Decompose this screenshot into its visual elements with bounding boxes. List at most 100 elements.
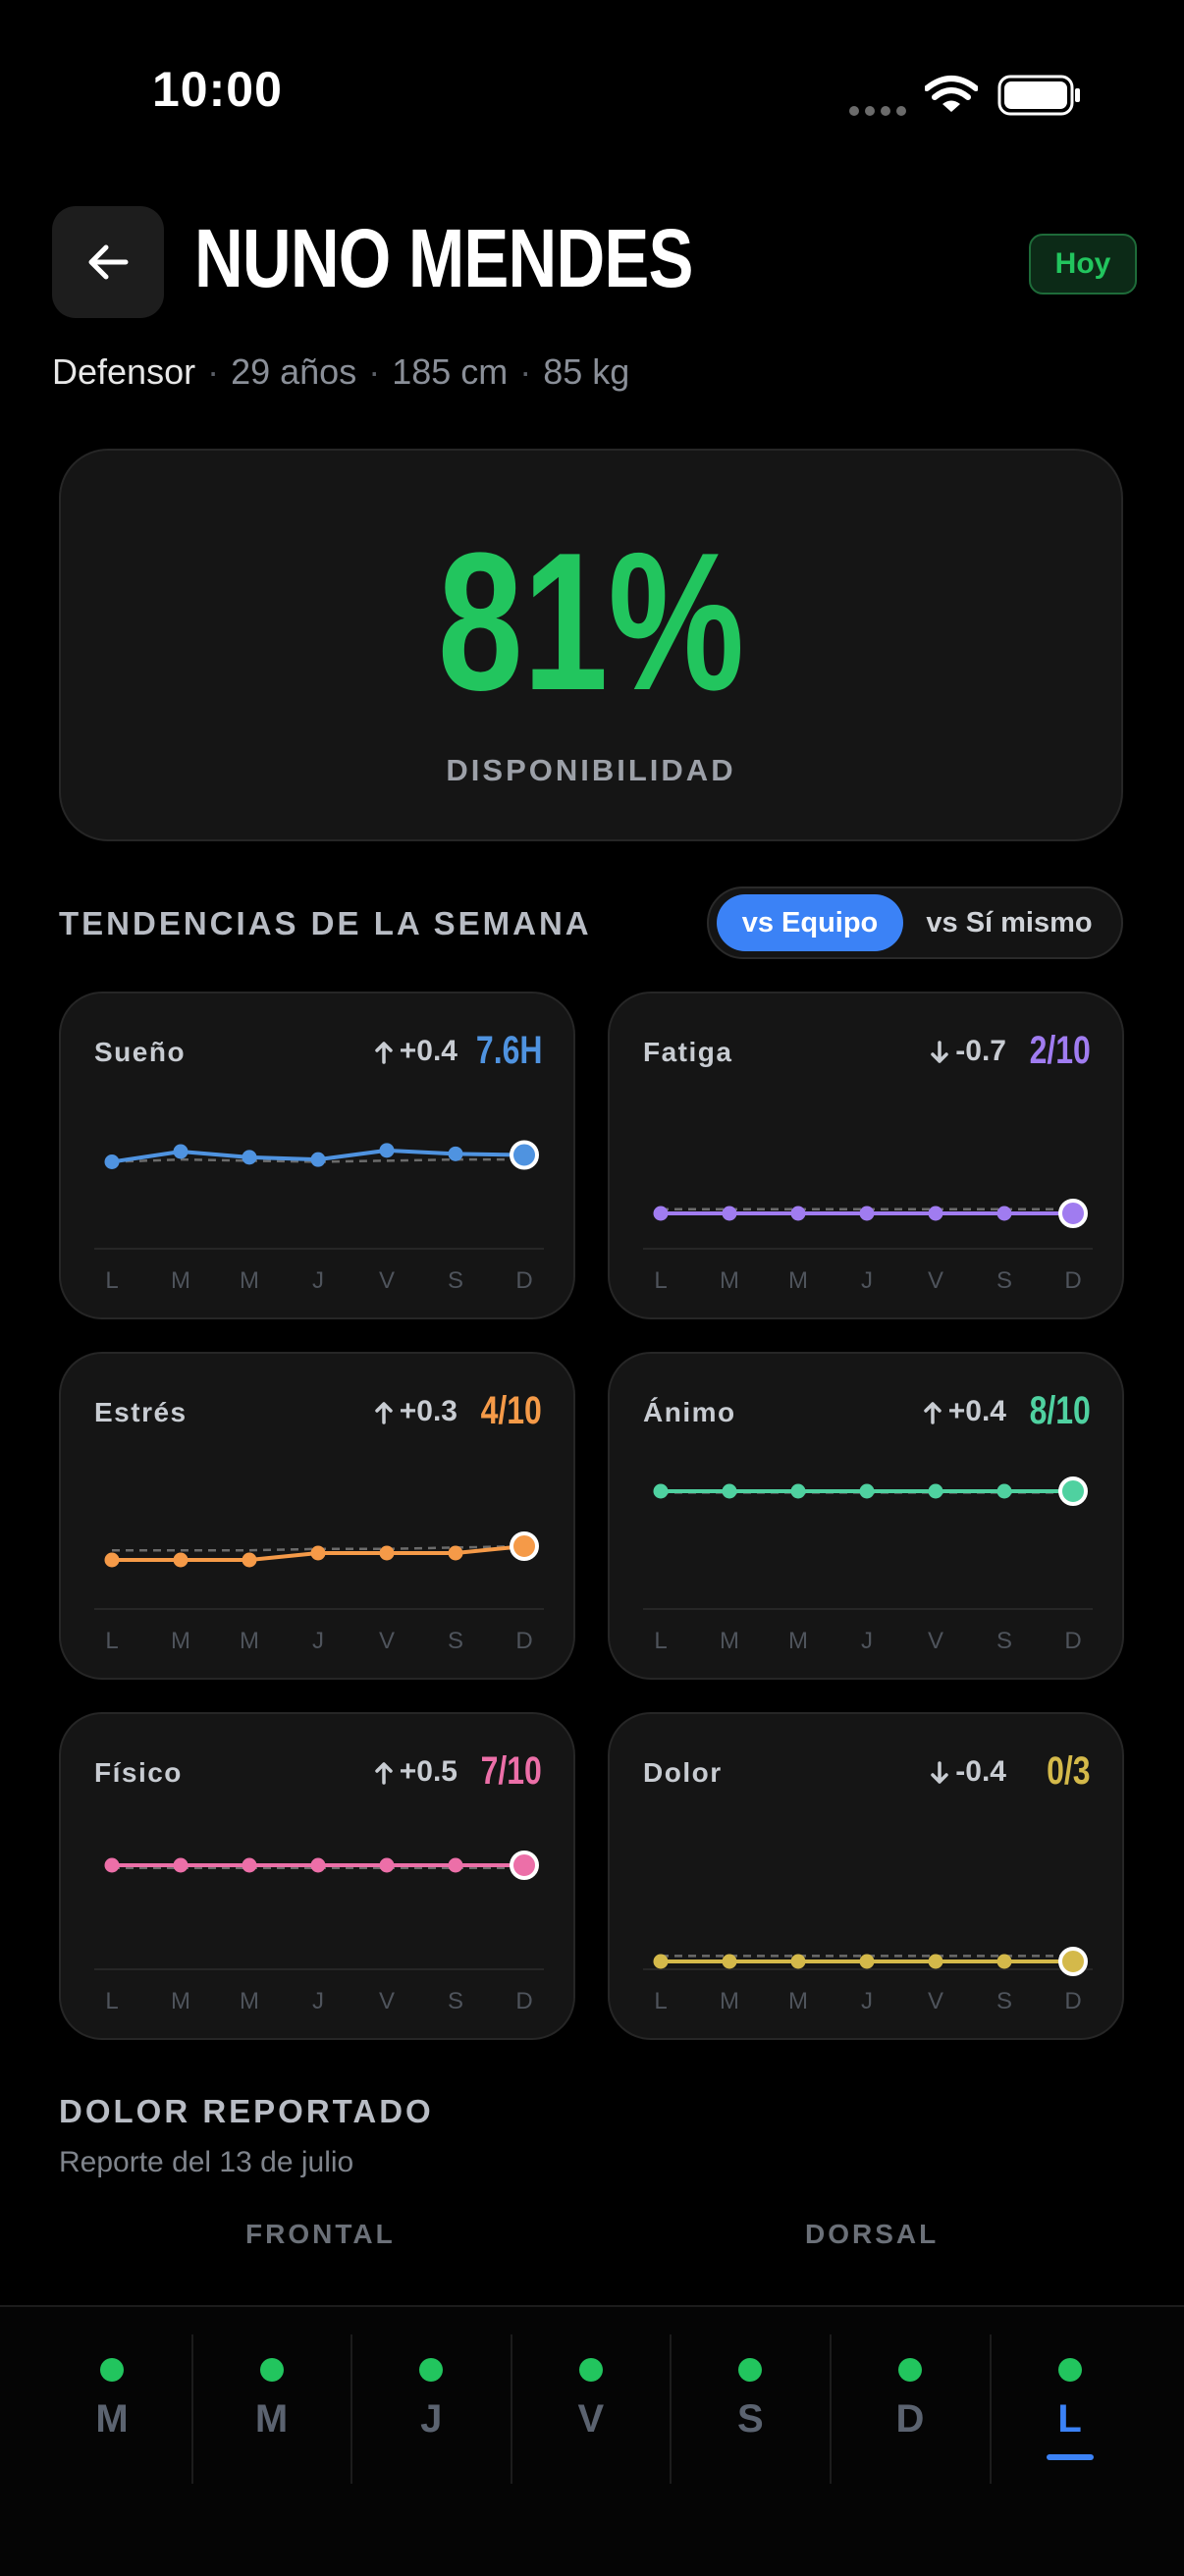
metric-point [104,1857,120,1873]
metric-point [310,1545,326,1561]
arrow-up-icon [375,1762,393,1785]
metric-point [173,1857,188,1873]
day-tick-label: D [1064,1988,1081,2014]
day-tick-label: L [654,1267,667,1294]
day-tick-label: S [996,1267,1012,1294]
arrow-down-icon [931,1041,949,1063]
day-divider [670,2334,673,2484]
day-tick-label: S [448,1267,463,1294]
toggle-vs-team[interactable]: vs Equipo [717,894,903,951]
status-time: 10:00 [152,62,283,117]
wifi-icon [924,75,979,119]
metric-delta: -0.4 [930,1755,1006,1789]
day-letter: S [737,2397,764,2441]
metric-current-point [1058,1199,1088,1228]
front-view-label[interactable]: FRONTAL [245,2219,396,2249]
metric-point [448,1146,463,1161]
day-tab[interactable]: M [192,2334,351,2484]
active-day-indicator [1046,2454,1094,2460]
day-tick-label: J [312,1988,324,2014]
metric-name: Sueño [94,1037,187,1067]
separator-dot: · [207,351,220,392]
metric-card[interactable]: Fatiga -0.7 2/10 L M M J V S D [608,992,1124,1319]
metric-current-point [510,1851,539,1880]
day-status-dot [100,2358,124,2382]
metric-delta: +0.3 [374,1395,457,1428]
metric-card[interactable]: Ánimo +0.4 8/10 L M M J V S D [608,1352,1124,1680]
back-button[interactable] [52,206,164,318]
metric-delta-value: +0.3 [399,1395,457,1427]
metric-current-point [510,1140,539,1170]
today-badge[interactable]: Hoy [1029,234,1137,295]
day-tick-label: L [654,1988,667,2014]
day-tick-label: M [720,1628,739,1654]
metric-card[interactable]: Sueño +0.4 7.6H L M M J V S D [59,992,575,1319]
player-meta: Defensor · 29 años · 185 cm · 85 kg [52,351,629,393]
trends-title: TENDENCIAS DE LA SEMANA [59,905,592,941]
day-tab[interactable]: J [351,2334,511,2484]
toggle-vs-self[interactable]: vs Sí mismo [926,906,1093,939]
day-status-dot [1057,2358,1082,2382]
metric-point [790,1483,806,1499]
day-tick-label: J [861,1628,873,1654]
metric-delta-value: -0.4 [955,1755,1006,1788]
metric-point [242,1150,257,1165]
metric-delta: -0.7 [930,1035,1006,1068]
day-tab[interactable]: V [511,2334,671,2484]
day-tick-label: L [105,1988,118,2014]
day-tab[interactable]: M [32,2334,191,2484]
arrow-up-icon [375,1402,393,1424]
player-height: 185 cm [392,351,509,392]
arrow-left-icon [88,244,129,280]
day-tick-label: V [379,1628,395,1654]
metric-value: 0/3 [1047,1749,1091,1793]
day-tick-label: M [788,1628,808,1654]
day-tick-label: M [720,1988,739,2014]
day-tick-label: M [171,1267,190,1294]
metric-point [242,1857,257,1873]
day-status-dot [738,2358,763,2382]
metric-point [379,1857,395,1873]
metric-point [310,1152,326,1167]
back-view-label[interactable]: DORSAL [805,2219,940,2249]
day-tick-label: D [1064,1628,1081,1654]
availability-value: 81% [437,512,745,731]
day-tab[interactable]: L [991,2334,1150,2484]
arrow-up-icon [924,1402,942,1424]
metric-point [310,1857,326,1873]
metric-point [448,1857,463,1873]
metric-current-point [510,1531,539,1561]
metric-delta: +0.4 [374,1035,457,1068]
metric-point [996,1483,1012,1499]
day-tab[interactable]: D [831,2334,990,2484]
player-age: 29 años [231,351,357,392]
day-letter: V [577,2397,605,2441]
pain-title: DOLOR REPORTADO [59,2093,434,2129]
metric-point [242,1552,257,1568]
metric-point [448,1545,463,1561]
day-divider [510,2334,512,2484]
day-tab[interactable]: S [671,2334,830,2484]
day-tick-label: S [448,1628,463,1654]
metric-card[interactable]: Estrés +0.3 4/10 L M M J V S D [59,1352,575,1680]
day-letter: M [254,2397,289,2441]
metric-point [790,1206,806,1221]
availability-label: DISPONIBILIDAD [446,753,736,787]
metric-card[interactable]: Dolor -0.4 0/3 L M M J V S D [608,1712,1124,2040]
metric-current-point [1058,1476,1088,1506]
day-tick-label: L [105,1628,118,1654]
separator-dot: · [368,351,381,392]
metric-card[interactable]: Físico +0.5 7/10 L M M J V S D [59,1712,575,2040]
day-status-dot [419,2358,444,2382]
metric-delta: +0.5 [374,1755,457,1789]
metric-delta-value: +0.4 [947,1395,1006,1427]
comparison-toggle: vs Equipo vs Sí mismo [707,886,1123,959]
separator-dot: · [519,351,532,392]
metric-value: 8/10 [1029,1389,1091,1432]
metric-point [722,1483,737,1499]
availability-card: 81% DISPONIBILIDAD [59,449,1123,841]
day-tick-label: S [996,1628,1012,1654]
